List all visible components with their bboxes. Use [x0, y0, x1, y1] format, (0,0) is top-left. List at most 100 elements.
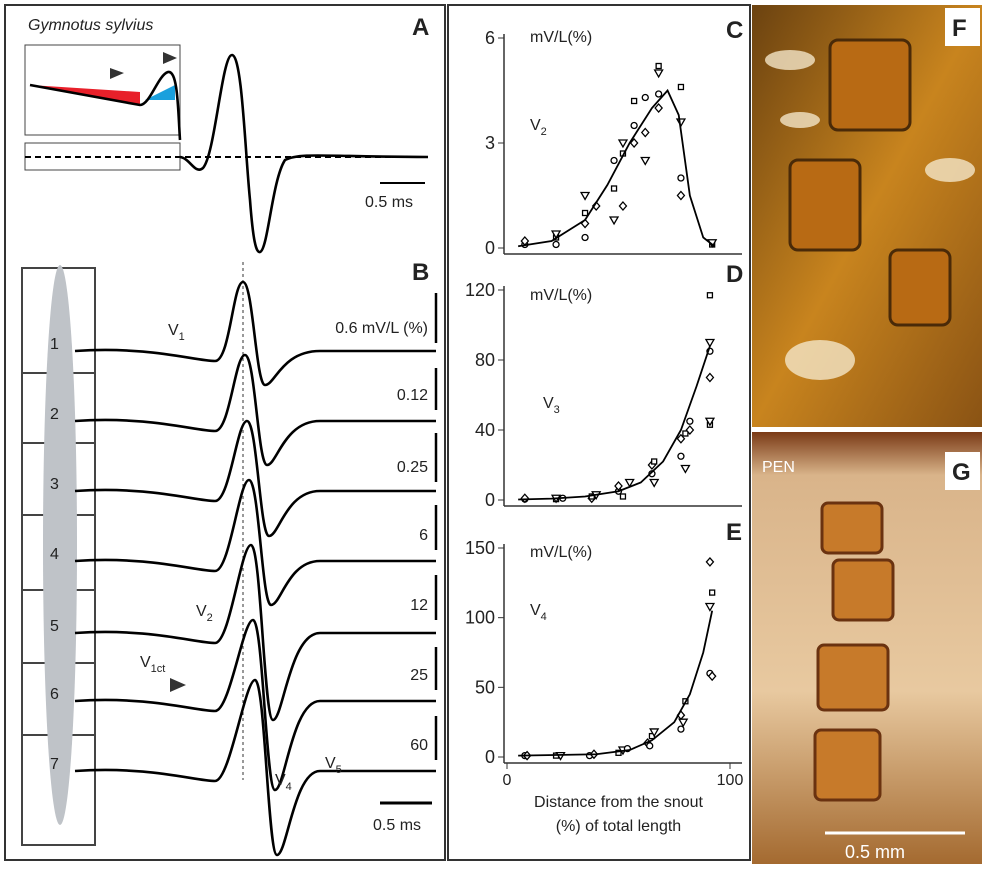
inset-fill	[145, 85, 175, 100]
panel-letter: C	[726, 17, 743, 44]
marker	[704, 602, 716, 612]
marker	[653, 69, 664, 79]
y-tick-label: 100	[465, 608, 495, 628]
x-axis-label: (%) of total length	[556, 818, 681, 835]
scale-label: 12	[410, 597, 428, 614]
y-axis-label: mV/L(%)	[530, 287, 592, 304]
trace	[74, 543, 436, 722]
panel-letter: G	[952, 459, 971, 486]
label-main: V	[530, 117, 541, 134]
segment-number: 6	[50, 686, 59, 703]
panel-letter: F	[952, 15, 967, 42]
marker	[685, 425, 695, 435]
region-label: PEN	[762, 459, 795, 476]
y-axis-label: mV/L(%)	[530, 544, 592, 561]
marker	[686, 417, 694, 425]
marker	[617, 139, 629, 149]
label-sub: 4	[541, 611, 547, 623]
label-sub: 2	[207, 612, 213, 624]
marker	[619, 493, 627, 500]
marker	[630, 121, 638, 130]
y-tick-label: 40	[475, 420, 495, 440]
marker	[520, 493, 530, 504]
segment-number: 5	[50, 618, 59, 635]
marker	[614, 481, 623, 491]
tissue	[765, 50, 975, 380]
marker	[610, 156, 618, 165]
marker	[646, 742, 654, 750]
panel-letter: A	[412, 14, 429, 41]
fit-line	[518, 610, 714, 757]
scale-label: 60	[410, 737, 428, 754]
panel-letter: B	[412, 259, 429, 286]
marker	[706, 292, 714, 299]
label-main: V	[325, 755, 336, 772]
wave-label: V2	[196, 603, 213, 624]
fit-line	[518, 88, 715, 248]
annotation: V4	[530, 602, 547, 623]
scale-label: 0.6 mV/L (%)	[335, 320, 428, 337]
wave-label: V5	[325, 755, 342, 776]
marker	[579, 191, 591, 201]
label-main: V	[168, 322, 179, 339]
fish-silhouette	[43, 265, 77, 825]
label-sub: 5	[336, 764, 342, 776]
arrowhead	[170, 678, 186, 692]
marker	[677, 174, 685, 182]
marker	[705, 556, 715, 567]
marker	[677, 725, 685, 733]
y-tick-label: 150	[465, 538, 495, 558]
label-main: V	[543, 395, 554, 412]
y-tick-label: 80	[475, 350, 495, 370]
trace	[74, 478, 436, 607]
marker	[678, 718, 689, 728]
marker	[705, 372, 715, 383]
marker	[649, 478, 660, 488]
marker	[655, 62, 662, 70]
y-axis-label: mV/L(%)	[530, 29, 592, 46]
x-axis-label: Distance from the snout	[534, 794, 704, 811]
marker	[618, 201, 628, 211]
segment-number: 1	[50, 336, 59, 353]
label-main: V	[530, 602, 541, 619]
tissue	[788, 38, 952, 327]
marker	[709, 589, 716, 596]
y-tick-label: 0	[485, 747, 495, 767]
fit-line	[518, 345, 711, 501]
scale-label: 0.5 ms	[365, 194, 413, 211]
trace	[74, 353, 436, 467]
annotation: V2	[530, 117, 547, 138]
species-title: Gymnotus sylvius	[28, 17, 153, 34]
marker	[707, 671, 717, 682]
segment-number: 4	[50, 546, 59, 563]
label-main: V	[275, 772, 286, 789]
y-tick-label: 0	[485, 490, 495, 510]
marker	[682, 430, 689, 437]
trace	[74, 419, 436, 538]
scale-label: 6	[419, 527, 428, 544]
marker	[610, 185, 618, 192]
trace	[74, 678, 436, 857]
wave-label: V4	[275, 772, 292, 793]
marker	[552, 240, 560, 249]
trace	[74, 618, 436, 792]
marker	[651, 458, 658, 465]
marker	[641, 93, 649, 102]
marker	[629, 138, 639, 148]
letter-box	[945, 452, 980, 490]
marker	[550, 230, 562, 240]
wave-label: V1ct	[140, 654, 165, 675]
marker	[680, 464, 691, 474]
marker	[654, 103, 664, 113]
panel-frame	[4, 4, 446, 861]
marker	[704, 338, 716, 348]
tissue	[813, 501, 895, 802]
y-tick-label: 0	[485, 238, 495, 258]
segment-number: 7	[50, 756, 59, 773]
letter-box	[945, 8, 980, 46]
scale-label: 25	[410, 667, 428, 684]
marker	[640, 156, 651, 166]
panel-letter: E	[726, 519, 742, 546]
label-main: V	[140, 654, 151, 671]
